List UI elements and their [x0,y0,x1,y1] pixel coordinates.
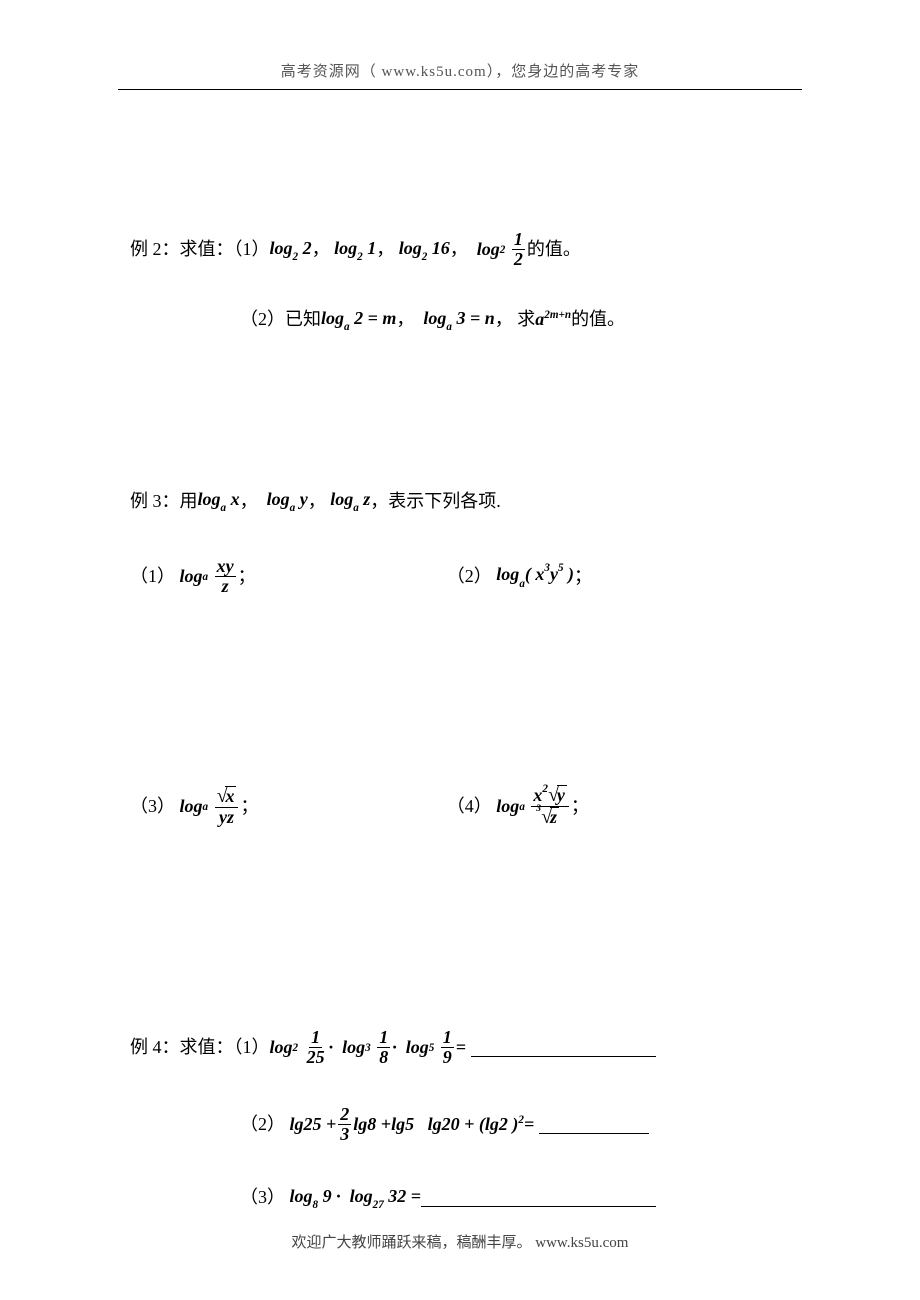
loga2: loga 2 = m [321,304,396,335]
ex3-prefix: 用 [180,487,198,516]
example-2: 例 2： 求值：（1） log2 2 ， log2 1 ， log2 16 ， … [130,230,790,335]
example-4-line2: （2） lg 25 + 23 lg 8 + lg 5 lg 20 + ( lg … [130,1105,790,1144]
header-prefix: 高考资源网（ [281,64,382,80]
semi-4: ； [571,792,589,821]
p1-expr: loga xy z [180,557,238,596]
p2-expr: loga( x3y5 ) [496,560,574,591]
p1-label: （1） [130,562,175,591]
frac-half: 1 2 [512,230,525,269]
p3-expr: loga √x yz [180,786,241,827]
semi-1: ； [238,562,256,591]
ex4-p2-expr: lg 25 + 23 lg 8 + lg 5 lg 20 + ( lg 2 )2… [290,1105,535,1144]
ex4-p3-expr: log8 9 · log27 32 = [290,1182,422,1213]
log-2: log2 1 [334,234,376,265]
sep-3: ， [450,235,468,264]
ex3-row2: （3） loga √x yz ； （4） loga [130,785,790,828]
ex2-p1-suffix: 的值。 [527,235,581,264]
sep-4: ， [396,305,414,334]
log-1: log2 2 [270,234,312,265]
ex2-label: 例 2： [130,235,180,264]
semi-3: ； [240,792,258,821]
example-2-line1: 例 2： 求值：（1） log2 2 ， log2 1 ， log2 16 ， … [130,230,790,269]
header-divider [118,89,802,90]
sep-7: ， [308,487,326,516]
qiu: 求 [517,305,535,334]
content-area: 例 2： 求值：（1） log2 2 ， log2 1 ， log2 16 ， … [0,230,920,1213]
ex4-p2-label: （2） [240,1110,285,1139]
blank-2 [539,1115,649,1134]
sep-5: ， [495,305,513,334]
p3-num: √x [215,786,239,808]
example-3-header: 例 3： 用 loga x ， loga y ， loga z ， 表示下列各项… [130,485,790,516]
header-suffix: ），您身边的高考专家 [487,64,640,80]
example-3: 例 3： 用 loga x ， loga y ， loga z ， 表示下列各项… [130,485,790,828]
sep-7b: ， [370,487,388,516]
page-footer: 欢迎广大教师踊跃来稿，稿酬丰厚。 www.ks5u.com [0,1231,920,1252]
sep-6: ， [240,487,258,516]
p4-den: 3√z [539,807,561,828]
ex3-label: 例 3： [130,487,180,516]
blank-1 [471,1038,656,1057]
ex3-p1: （1） loga xy z ； [130,557,447,596]
p3-frac: √x yz [215,786,239,827]
blank-3 [421,1188,656,1207]
header-url: www.ks5u.com [382,64,487,80]
example-4: 例 4： 求值：（1） log2 125 · log3 18 · log5 19… [130,1028,790,1213]
loga3: loga 3 = n [423,304,494,335]
ex2-p1-prefix: 求值：（1） [180,235,270,264]
semi-2: ； [574,562,592,591]
ex4-label: 例 4： [130,1033,180,1062]
footer-text: 欢迎广大教师踊跃来稿，稿酬丰厚。 www.ks5u.com [292,1235,629,1251]
example-4-line3: （3） log8 9 · log27 32 = [130,1182,790,1213]
example-4-line1: 例 4： 求值：（1） log2 125 · log3 18 · log5 19… [130,1028,790,1067]
p2-label: （2） [447,562,492,591]
log-3: log2 16 [399,234,450,265]
ex3-p4: （4） loga x2√y 3√z ； [447,785,790,828]
ex4-t3: log5 19 = [406,1028,466,1067]
p1-frac: xy z [215,557,236,596]
logax: loga x [198,485,240,516]
ex2-p2-prefix: （2）已知 [240,305,321,334]
ex4-t1: log2 125 · [270,1028,334,1067]
ex2-p2-suffix: 的值。 [571,305,625,334]
a-exp: a2m+n [535,305,571,334]
log-4: log2 1 2 [477,230,527,269]
sep-1: ， [312,235,330,264]
ex3-row1: （1） loga xy z ； （2） loga( x3y5 ) ； [130,557,790,596]
ex3-suffix: 表示下列各项. [388,487,501,516]
sep-2: ， [376,235,394,264]
ex4-p3-label: （3） [240,1183,285,1212]
p4-label: （4） [447,792,492,821]
page-header: 高考资源网（ www.ks5u.com），您身边的高考专家 [0,0,920,81]
p4-expr: loga x2√y 3√z [496,785,571,828]
ex3-p3: （3） loga √x yz ； [130,785,447,828]
logay: loga y [267,485,308,516]
ex3-p2: （2） loga( x3y5 ) ； [447,557,790,596]
logaz: loga z [330,485,370,516]
example-2-line2: （2）已知 loga 2 = m ， loga 3 = n ， 求 a2m+n … [130,304,790,335]
ex4-p1-prefix: 求值：（1） [180,1033,270,1062]
p3-label: （3） [130,792,175,821]
ex4-t2: log3 18 · [342,1028,397,1067]
p4-frac: x2√y 3√z [531,785,568,828]
